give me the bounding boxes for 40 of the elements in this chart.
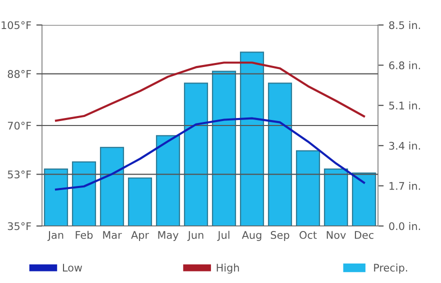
x-tick-label: Feb (76, 230, 93, 239)
y2-tick-label: 0.0 in. (389, 222, 420, 230)
legend-label: High (216, 264, 239, 274)
x-tick-label: Dec (354, 231, 374, 239)
y2-tick-label: 5.1 in. (389, 101, 420, 110)
legend-label: Precip. (374, 264, 408, 274)
y-tick-label: 53°F (8, 170, 31, 178)
bar (212, 70, 236, 226)
bar (128, 177, 152, 226)
x-tick-label: Apr (131, 231, 150, 241)
bar (240, 52, 264, 226)
line-series (54, 62, 366, 122)
bar (100, 146, 124, 226)
bar (72, 161, 96, 226)
x-tick-label: Aug (242, 231, 262, 241)
x-tick-label: Jun (187, 231, 204, 241)
y2-tick-label: 8.5 in. (389, 21, 420, 30)
y2-tick-label: 3.4 in. (389, 142, 420, 150)
y-tick-label: 35°F (8, 222, 31, 230)
bar (268, 82, 292, 226)
bar (184, 82, 208, 226)
x-tick-label: Jan (47, 231, 64, 241)
bar (156, 135, 180, 226)
x-tick-label: Mar (103, 231, 122, 239)
x-tick-label: Jul (217, 230, 230, 241)
bar (44, 168, 68, 226)
y-tick-label: 70°F (8, 122, 31, 130)
line-series (54, 117, 366, 191)
y2-tick-label: 6.8 in. (389, 61, 420, 70)
x-tick-label: May (158, 231, 178, 241)
bar (296, 150, 320, 226)
x-tick-label: Sep (270, 231, 290, 241)
bar (324, 168, 348, 226)
bar (352, 172, 376, 226)
y-tick-label: 105°F (2, 21, 31, 30)
x-tick-label: Nov (326, 231, 346, 239)
legend-label: Low (62, 264, 82, 272)
y-tick-label: 88°F (8, 70, 31, 78)
y2-tick-label: 1.7 in. (390, 182, 420, 190)
x-tick-label: Oct (300, 231, 317, 239)
